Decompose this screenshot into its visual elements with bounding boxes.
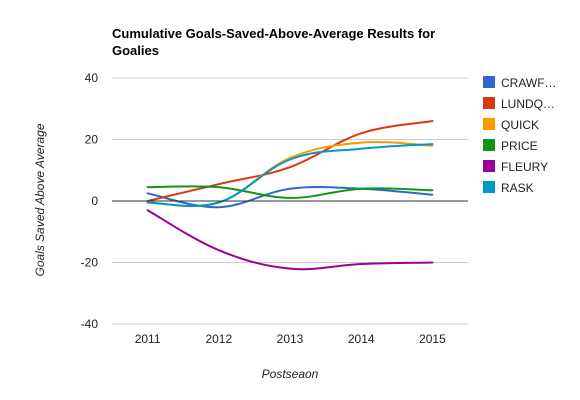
legend-swatch-quick	[483, 118, 495, 130]
legend-swatch-lundqvist	[483, 97, 495, 109]
series-lines	[146, 120, 434, 271]
chart-title-line-2: Goalies	[112, 43, 159, 58]
x-tick-label: 2014	[348, 332, 375, 346]
data-point-crawford	[217, 206, 220, 209]
legend-swatch-price	[483, 139, 495, 151]
legend-label-lundqvist: LUNDQ…	[501, 97, 555, 111]
legend-label-price: PRICE	[501, 139, 538, 153]
y-tick-label: -40	[81, 317, 99, 331]
chart-title-line-1: Cumulative Goals-Saved-Above-Average Res…	[112, 26, 435, 41]
data-point-quick	[360, 141, 363, 144]
data-point-price	[360, 187, 363, 190]
data-point-price	[431, 189, 434, 192]
x-tick-label: 2013	[277, 332, 304, 346]
series-line-rask	[146, 143, 434, 207]
data-point-fleury	[146, 209, 149, 212]
series-line-lundqvist	[146, 120, 434, 202]
data-point-crawford	[146, 192, 149, 195]
y-axis-ticks: 40 20 0 -20 -40	[81, 71, 99, 331]
data-point-crawford	[289, 187, 292, 190]
legend: CRAWF… LUNDQ… QUICK PRICE FLEURY RASK	[483, 76, 557, 195]
legend-label-fleury: FLEURY	[501, 160, 548, 174]
data-point-rask	[360, 147, 363, 150]
series-line-price	[146, 185, 434, 199]
x-axis-ticks: 2011 2012 2013 2014 2015	[135, 332, 446, 346]
legend-swatch-rask	[483, 181, 495, 193]
data-point-fleury	[217, 249, 220, 252]
gridlines	[112, 77, 468, 325]
y-axis-title: Goals Saved Above Average	[33, 123, 47, 276]
y-tick-label: 40	[85, 71, 99, 85]
y-tick-label: 0	[91, 194, 98, 208]
data-point-rask	[431, 143, 434, 146]
series-line-fleury	[146, 209, 434, 271]
y-tick-label: 20	[85, 133, 99, 147]
legend-label-crawford: CRAWF…	[501, 76, 557, 90]
legend-swatch-crawford	[483, 76, 495, 88]
x-tick-label: 2011	[135, 332, 161, 346]
x-axis-title: Postseaon	[262, 367, 319, 381]
data-point-rask	[289, 158, 292, 161]
x-tick-label: 2012	[205, 332, 232, 346]
data-point-price	[217, 186, 220, 189]
x-tick-label: 2015	[419, 332, 446, 346]
legend-swatch-fleury	[483, 160, 495, 172]
data-point-fleury	[431, 261, 434, 264]
data-point-fleury	[289, 267, 292, 270]
data-point-price	[289, 196, 292, 199]
legend-label-rask: RASK	[501, 181, 534, 195]
legend-label-quick: QUICK	[501, 118, 539, 132]
y-tick-label: -20	[81, 256, 99, 270]
data-point-crawford	[431, 193, 434, 196]
data-point-price	[146, 186, 149, 189]
data-point-lundqvist	[217, 183, 220, 186]
data-point-lundqvist	[431, 120, 434, 123]
data-point-fleury	[360, 263, 363, 266]
data-point-lundqvist	[360, 132, 363, 135]
data-point-lundqvist	[289, 166, 292, 169]
